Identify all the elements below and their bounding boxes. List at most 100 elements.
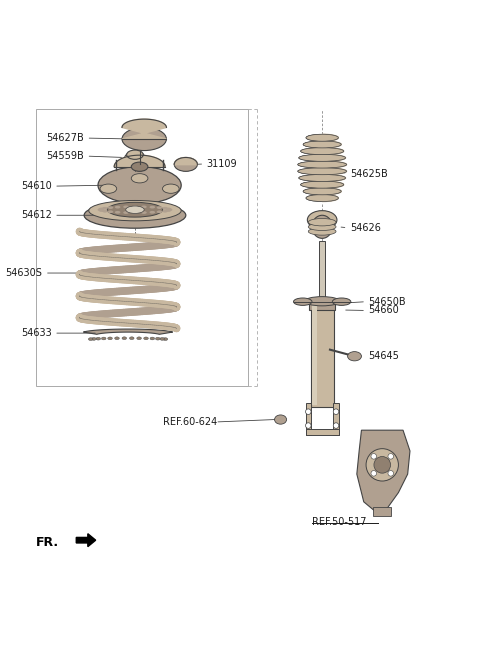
Polygon shape [174, 158, 197, 164]
Ellipse shape [300, 148, 344, 154]
Ellipse shape [160, 338, 165, 340]
Ellipse shape [150, 337, 155, 340]
Polygon shape [322, 194, 338, 202]
Ellipse shape [156, 337, 160, 340]
Bar [333, 403, 339, 435]
Text: REF.60-624: REF.60-624 [163, 417, 217, 427]
Ellipse shape [306, 134, 338, 141]
Ellipse shape [388, 453, 394, 459]
Ellipse shape [166, 208, 171, 210]
Ellipse shape [371, 470, 376, 476]
Ellipse shape [307, 211, 337, 229]
Ellipse shape [89, 200, 181, 221]
Ellipse shape [300, 148, 344, 154]
Ellipse shape [108, 210, 113, 213]
Ellipse shape [306, 134, 338, 141]
Ellipse shape [300, 181, 344, 188]
Ellipse shape [115, 206, 120, 208]
Bar [305, 403, 311, 435]
Ellipse shape [333, 409, 339, 415]
Text: 31109: 31109 [206, 159, 237, 169]
Polygon shape [322, 141, 341, 148]
Ellipse shape [371, 453, 376, 459]
Text: 54650B: 54650B [368, 297, 406, 307]
Text: FR.: FR. [36, 535, 59, 549]
Ellipse shape [137, 337, 142, 340]
Ellipse shape [97, 208, 103, 211]
Text: 54612: 54612 [21, 210, 52, 220]
Ellipse shape [308, 223, 336, 231]
Ellipse shape [298, 161, 347, 168]
Ellipse shape [122, 127, 167, 150]
Polygon shape [322, 181, 344, 188]
Text: REF.50-517: REF.50-517 [312, 516, 366, 527]
Ellipse shape [298, 168, 347, 175]
Ellipse shape [298, 168, 347, 175]
Ellipse shape [92, 338, 96, 340]
Ellipse shape [131, 162, 148, 171]
Ellipse shape [162, 207, 168, 210]
Bar [319, 240, 325, 303]
Ellipse shape [275, 415, 287, 424]
Ellipse shape [122, 337, 127, 340]
Ellipse shape [299, 154, 346, 162]
Ellipse shape [132, 206, 138, 208]
Text: 54645: 54645 [368, 351, 399, 361]
Ellipse shape [299, 175, 346, 181]
Ellipse shape [131, 173, 148, 183]
Bar [36, 109, 248, 386]
Text: 54610: 54610 [21, 181, 52, 191]
Polygon shape [76, 533, 96, 547]
Ellipse shape [366, 449, 398, 481]
Ellipse shape [115, 337, 120, 340]
Ellipse shape [303, 188, 341, 195]
Ellipse shape [127, 150, 144, 160]
Ellipse shape [162, 210, 168, 213]
Ellipse shape [305, 423, 311, 428]
Ellipse shape [312, 215, 332, 238]
Ellipse shape [108, 206, 113, 209]
Ellipse shape [96, 337, 101, 340]
Ellipse shape [305, 409, 311, 415]
Ellipse shape [144, 337, 148, 340]
Polygon shape [322, 134, 338, 141]
Ellipse shape [141, 206, 147, 208]
Ellipse shape [156, 210, 162, 213]
Polygon shape [114, 155, 165, 167]
Ellipse shape [102, 207, 108, 210]
Text: 54630S: 54630S [6, 268, 43, 278]
Ellipse shape [305, 296, 340, 306]
Ellipse shape [150, 206, 155, 208]
Polygon shape [357, 430, 410, 513]
Ellipse shape [303, 188, 341, 195]
Bar [305, 429, 339, 435]
Text: 54627B: 54627B [47, 133, 84, 143]
Ellipse shape [99, 209, 104, 212]
Ellipse shape [174, 158, 197, 171]
Ellipse shape [348, 351, 361, 361]
Bar [312, 306, 317, 405]
Ellipse shape [101, 337, 106, 340]
Ellipse shape [100, 184, 117, 193]
Ellipse shape [163, 338, 168, 340]
Text: 54633: 54633 [21, 328, 52, 338]
Ellipse shape [123, 206, 129, 208]
Text: 54559B: 54559B [47, 151, 84, 161]
Ellipse shape [333, 423, 339, 428]
Ellipse shape [306, 194, 338, 202]
Ellipse shape [298, 161, 347, 168]
Ellipse shape [299, 175, 346, 181]
Ellipse shape [166, 209, 171, 212]
Ellipse shape [125, 152, 145, 163]
Polygon shape [322, 168, 347, 175]
Ellipse shape [156, 206, 162, 209]
Ellipse shape [88, 338, 93, 340]
Ellipse shape [303, 141, 341, 148]
Polygon shape [322, 188, 341, 195]
Polygon shape [322, 161, 347, 168]
Ellipse shape [167, 208, 172, 211]
Ellipse shape [293, 298, 312, 306]
Ellipse shape [141, 211, 147, 214]
Text: 54660: 54660 [368, 306, 399, 315]
Polygon shape [322, 175, 346, 181]
